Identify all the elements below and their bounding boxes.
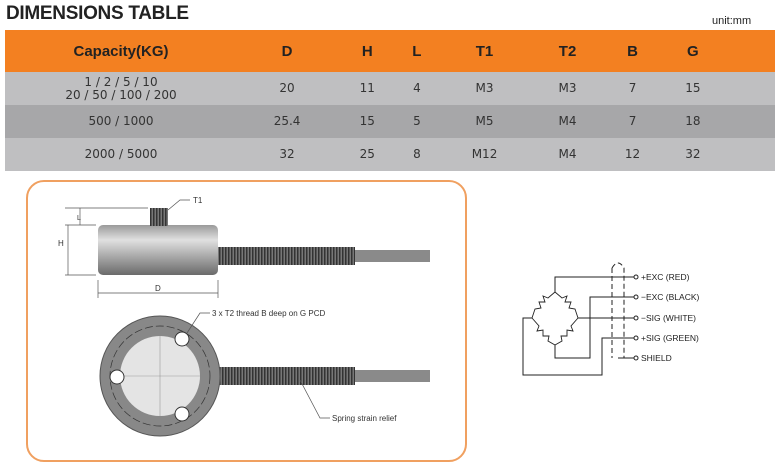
cell-d: 25.4 <box>237 105 338 138</box>
col-d: D <box>237 30 338 72</box>
cell-h: 11 <box>337 72 398 105</box>
dimensions-table: Capacity(KG) D H L T1 T2 B G 1 / 2 / 5 /… <box>5 30 775 171</box>
cell-t1: M5 <box>436 105 533 138</box>
drawing-frame <box>26 180 467 462</box>
col-l: L <box>397 30 437 72</box>
strain-relief-spring <box>215 247 355 265</box>
table-row: 2000 / 5000 32 25 8 M12 M4 12 32 <box>5 138 775 171</box>
terminal-exc-minus: −EXC (BLACK) <box>641 292 700 302</box>
table-row: 1 / 2 / 5 / 10 20 / 50 / 100 / 200 20 11 4 M… <box>5 72 775 105</box>
table-header-row: Capacity(KG) D H L T1 T2 B G <box>5 30 775 72</box>
thread-hole <box>109 369 125 385</box>
cell-g: 15 <box>662 72 723 105</box>
cell-capacitykg: 1 / 2 / 5 / 10 20 / 50 / 100 / 200 <box>5 72 237 105</box>
label-t1: T1 <box>193 196 203 205</box>
t1-stud <box>150 208 168 226</box>
cell-spacer <box>723 72 775 105</box>
cell-t1: M3 <box>436 72 533 105</box>
unit-label: unit:mm <box>712 15 752 27</box>
wiring-diagram <box>522 262 639 376</box>
cell-l: 4 <box>397 72 437 105</box>
col-b: B <box>602 30 663 72</box>
col-g: G <box>662 30 723 72</box>
cell-capacitykg: 500 / 1000 <box>5 105 237 138</box>
cell-t2: M3 <box>532 72 603 105</box>
cell-t1: M12 <box>436 138 533 171</box>
table-row: 500 / 1000 25.4 15 5 M5 M4 7 18 <box>5 105 775 138</box>
cell-spacer <box>723 138 775 171</box>
cell-g: 32 <box>662 138 723 171</box>
cell-b: 12 <box>602 138 663 171</box>
col-t2: T2 <box>532 30 603 72</box>
cell-l: 8 <box>397 138 437 171</box>
terminal-shield: SHIELD <box>641 353 672 363</box>
page-title: DIMENSIONS TABLE <box>6 3 189 24</box>
cell-h: 25 <box>337 138 398 171</box>
cell-b: 7 <box>602 72 663 105</box>
cell-g: 18 <box>662 105 723 138</box>
label-thread: 3 x T2 thread B deep on G PCD <box>212 309 325 318</box>
bridge <box>531 291 579 346</box>
load-cell-body <box>98 225 218 275</box>
cell-l: 5 <box>397 105 437 138</box>
label-h: H <box>58 239 64 248</box>
cell-b: 7 <box>602 105 663 138</box>
terminal-sig-minus: −SIG (WHITE) <box>641 313 696 323</box>
cell-t2: M4 <box>532 138 603 171</box>
terminal-exc-plus: +EXC (RED) <box>641 272 690 282</box>
cell-t2: M4 <box>532 105 603 138</box>
label-l: L <box>77 215 81 222</box>
col-h: H <box>337 30 398 72</box>
label-d: D <box>155 284 161 293</box>
cell-d: 32 <box>237 138 338 171</box>
side-view: T1 L H D <box>58 196 430 298</box>
cell-d: 20 <box>237 72 338 105</box>
thread-hole <box>174 406 190 422</box>
top-view: 3 x T2 thread B deep on G PCD Spring str… <box>99 309 430 437</box>
cell-spacer <box>723 105 775 138</box>
terminal-sig-plus: +SIG (GREEN) <box>641 333 699 343</box>
cell-h: 15 <box>337 105 398 138</box>
col-capacity: Capacity(KG) <box>5 30 237 72</box>
label-strain-relief: Spring strain relief <box>332 414 397 423</box>
col-spacer <box>723 30 775 72</box>
thread-hole <box>174 331 190 347</box>
cell-capacitykg: 2000 / 5000 <box>5 138 237 171</box>
col-t1: T1 <box>436 30 533 72</box>
